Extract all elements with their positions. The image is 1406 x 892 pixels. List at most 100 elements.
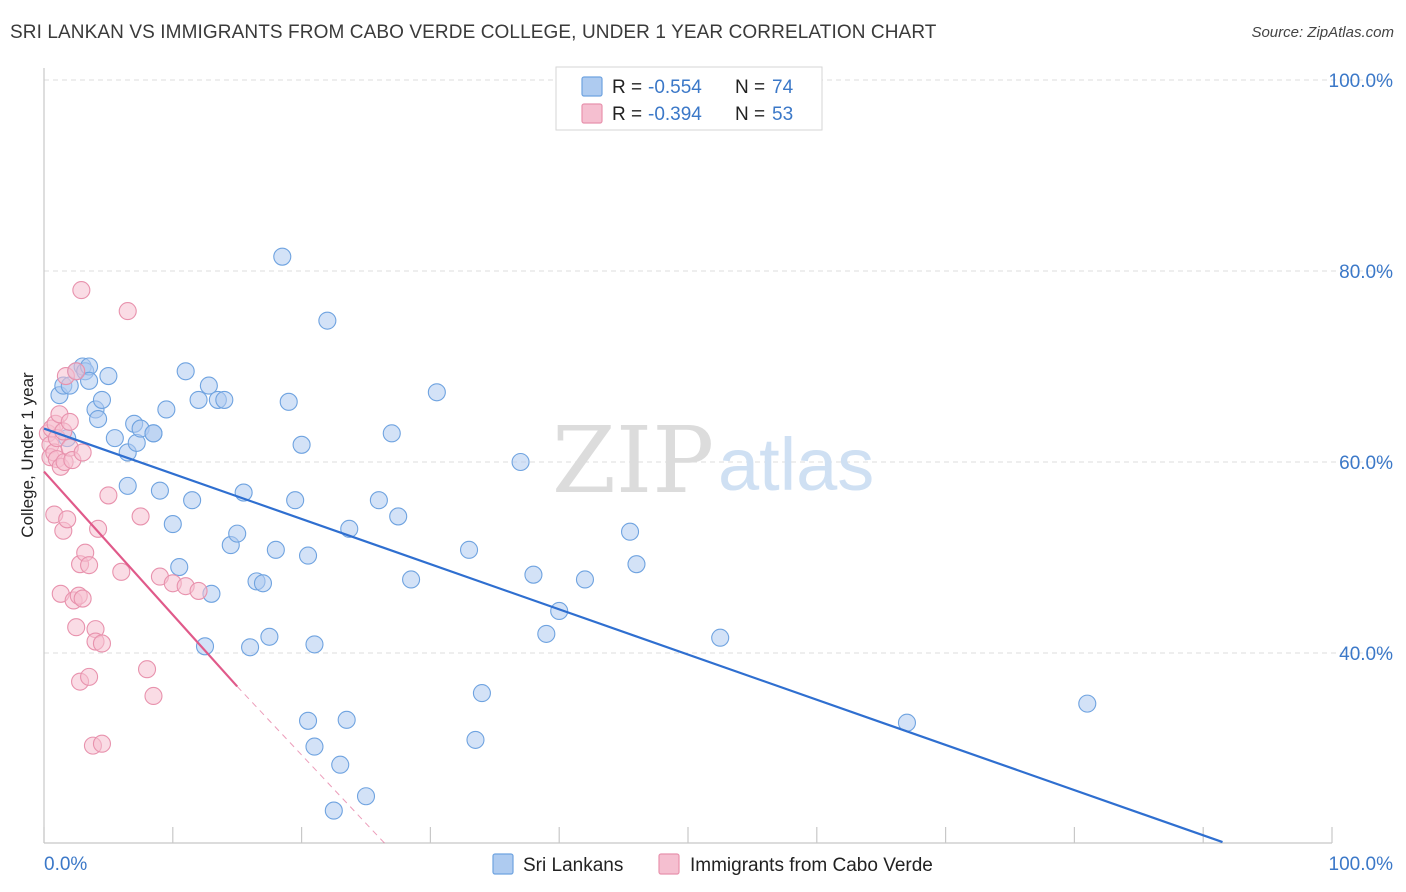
point-cabo-verde (80, 556, 99, 575)
point-cabo-verde (137, 660, 157, 679)
point-cabo-verde (72, 281, 91, 300)
point-sri-lankans (279, 392, 298, 411)
point-sri-lankans (105, 429, 124, 448)
trend-lines (43, 427, 1223, 845)
point-cabo-verde (189, 581, 208, 600)
trend-line-cabo-verde-extension (236, 686, 386, 845)
point-sri-lankans (331, 755, 350, 774)
point-sri-lankans (199, 376, 218, 395)
point-sri-lankans (292, 435, 311, 454)
point-cabo-verde (67, 618, 86, 637)
tick-labels: 40.0% 60.0% 80.0% 100.0% 0.0% 100.0% (44, 71, 1393, 875)
point-cabo-verde (144, 686, 163, 706)
point-sri-lankans (157, 400, 176, 419)
point-cabo-verde (118, 302, 137, 321)
point-sri-lankans (356, 787, 376, 806)
point-sri-lankans (511, 452, 530, 472)
point-sri-lankans (266, 540, 285, 559)
point-sri-lankans (273, 247, 292, 266)
point-cabo-verde (112, 562, 131, 581)
y-tick-label: 100.0% (1329, 71, 1394, 92)
gridlines (44, 79, 1394, 654)
series-legend: Sri Lankans Immigrants from Cabo Verde (492, 853, 933, 876)
point-sri-lankans (402, 570, 421, 589)
y-tick-label: 80.0% (1339, 262, 1393, 283)
watermark-zip: ZIP (552, 407, 714, 514)
y-axis-title: College, Under 1 year (18, 372, 37, 538)
trend-line-cabo-verde (43, 470, 239, 688)
point-sri-lankans (466, 730, 485, 749)
legend-swatch-cabo-verde (581, 103, 603, 124)
legend-r-label-1: R = (612, 77, 642, 98)
point-sri-lankans (382, 424, 401, 443)
point-sri-lankans (253, 574, 273, 593)
point-sri-lankans (369, 491, 388, 510)
point-sri-lankans (241, 638, 260, 657)
data-points (38, 247, 1097, 820)
point-sri-lankans (228, 524, 247, 543)
legend: R = -0.554 N = 74 R = -0.394 N = 53 (555, 66, 823, 131)
point-sri-lankans (305, 737, 324, 756)
point-cabo-verde (73, 443, 92, 462)
point-sri-lankans (427, 383, 446, 402)
point-cabo-verde (80, 667, 99, 686)
x-tick-label: 100.0% (1329, 854, 1394, 875)
point-sri-lankans (144, 424, 163, 443)
point-cabo-verde (131, 507, 150, 526)
point-sri-lankans (711, 628, 730, 647)
series-legend-swatch-sri-lankans (492, 853, 514, 875)
point-sri-lankans (170, 557, 189, 577)
point-sri-lankans (305, 635, 324, 654)
chart-title: SRI LANKAN VS IMMIGRANTS FROM CABO VERDE… (10, 22, 937, 43)
point-cabo-verde (92, 634, 112, 653)
point-sri-lankans (298, 711, 318, 730)
legend-n-label-2: N = (735, 104, 765, 125)
y-tick-label: 40.0% (1339, 644, 1393, 665)
point-cabo-verde (92, 734, 112, 753)
watermark-atlas: atlas (718, 423, 874, 506)
legend-n-value-1: 74 (772, 77, 794, 98)
series-legend-swatch-cabo-verde (658, 853, 680, 875)
point-sri-lankans (1078, 694, 1097, 713)
legend-swatch-sri-lankans (581, 76, 603, 97)
legend-n-value-2: 53 (772, 104, 793, 125)
point-sri-lankans (183, 491, 202, 510)
point-cabo-verde (58, 510, 77, 529)
point-sri-lankans (324, 801, 343, 820)
point-sri-lankans (92, 390, 112, 409)
point-sri-lankans (575, 570, 595, 589)
point-sri-lankans (627, 555, 646, 574)
watermark: ZIP atlas (552, 407, 874, 514)
legend-r-value-1: -0.554 (648, 77, 702, 98)
point-sri-lankans (99, 366, 118, 386)
point-sri-lankans (80, 371, 99, 390)
point-sri-lankans (298, 546, 318, 565)
chart-source: Source: ZipAtlas.com (1251, 24, 1394, 41)
point-cabo-verde (99, 486, 118, 505)
series-legend-label-cabo-verde: Immigrants from Cabo Verde (690, 855, 933, 876)
point-sri-lankans (318, 311, 337, 330)
series-legend-label-sri-lankans: Sri Lankans (523, 855, 623, 876)
point-sri-lankans (459, 540, 479, 559)
legend-r-label-2: R = (612, 104, 642, 125)
point-cabo-verde (73, 589, 92, 608)
point-sri-lankans (389, 507, 408, 526)
point-sri-lankans (472, 684, 491, 703)
trend-line-sri-lankans (43, 427, 1223, 844)
point-sri-lankans (524, 565, 543, 584)
point-sri-lankans (163, 515, 182, 534)
point-sri-lankans (286, 491, 305, 510)
point-sri-lankans (189, 390, 208, 409)
x-tick-label: 0.0% (44, 854, 87, 875)
point-cabo-verde (60, 412, 79, 431)
point-sri-lankans (620, 522, 640, 541)
legend-r-value-2: -0.394 (648, 104, 702, 125)
point-cabo-verde (67, 362, 86, 381)
point-sri-lankans (215, 390, 234, 409)
point-sri-lankans (150, 481, 169, 500)
point-sri-lankans (537, 624, 556, 643)
point-sri-lankans (337, 710, 356, 729)
point-sri-lankans (118, 476, 137, 495)
point-sri-lankans (176, 362, 195, 381)
